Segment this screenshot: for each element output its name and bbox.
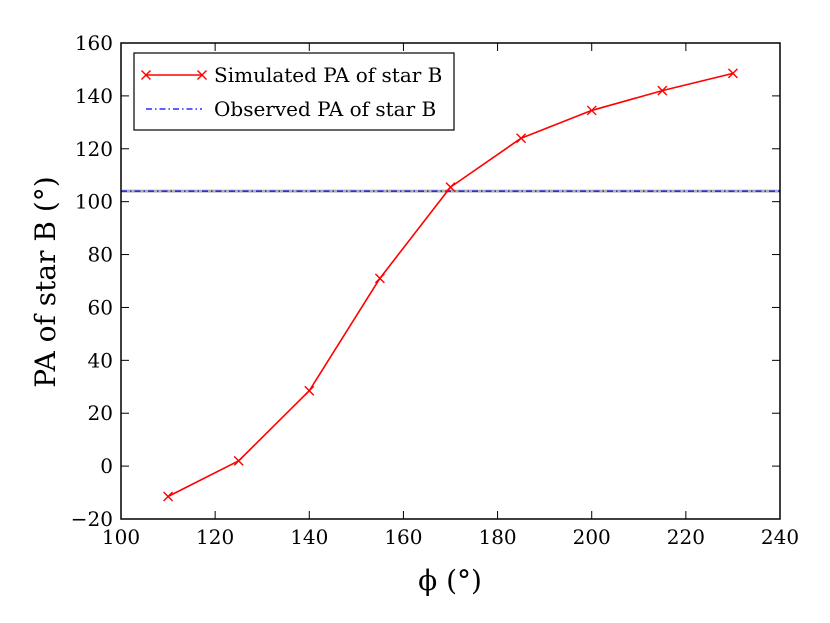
y-tick-label: 40 <box>88 348 113 372</box>
simulated-pa-point <box>516 133 527 144</box>
y-tick-label: 120 <box>75 137 113 161</box>
tick-labels: 100 120 140 160 180 200 220 240 −20 0 20 40 60 80 100 1… <box>71 31 799 549</box>
y-tick-label: 20 <box>88 401 113 425</box>
x-tick-label: 240 <box>761 525 799 549</box>
y-tick-label: 60 <box>88 295 113 319</box>
y-tick-label: −20 <box>71 507 113 531</box>
simulated-pa-point <box>657 85 668 96</box>
x-tick-label: 120 <box>196 525 234 549</box>
simulated-pa-point <box>445 182 456 193</box>
simulated-pa-point <box>304 385 315 396</box>
x-axis-label: ϕ (°) <box>418 564 482 597</box>
plot-frame <box>120 42 781 520</box>
y-tick-label: 100 <box>75 190 113 214</box>
y-tick-label: 140 <box>75 84 113 108</box>
y-tick-label: 0 <box>100 454 113 478</box>
simulated-pa-point <box>374 273 385 284</box>
x-tick-label: 140 <box>290 525 328 549</box>
y-axis-label: PA of star B (°) <box>29 176 62 387</box>
simulated-pa-point <box>233 455 244 466</box>
y-tick-label: 80 <box>88 243 113 267</box>
legend-box <box>133 52 455 131</box>
x-tick-label: 220 <box>667 525 705 549</box>
x-tick-label: 180 <box>478 525 516 549</box>
x-tick-label: 160 <box>384 525 422 549</box>
simulated-pa-point <box>163 491 174 502</box>
x-tick-label: 200 <box>573 525 611 549</box>
legend-markers-simulated <box>141 70 207 80</box>
plot-area <box>121 68 780 502</box>
legend-label-observed: Observed PA of star B <box>214 97 436 121</box>
legend-marker-simulated <box>141 70 151 80</box>
y-tick-label: 160 <box>75 31 113 55</box>
legend-marker-simulated <box>197 70 207 80</box>
legend: Simulated PA of star B Observed PA of st… <box>133 52 455 131</box>
simulated-pa-point <box>727 68 738 79</box>
x-tick-label: 100 <box>102 525 140 549</box>
simulated-pa-point <box>586 105 597 116</box>
legend-label-simulated: Simulated PA of star B <box>214 63 442 87</box>
